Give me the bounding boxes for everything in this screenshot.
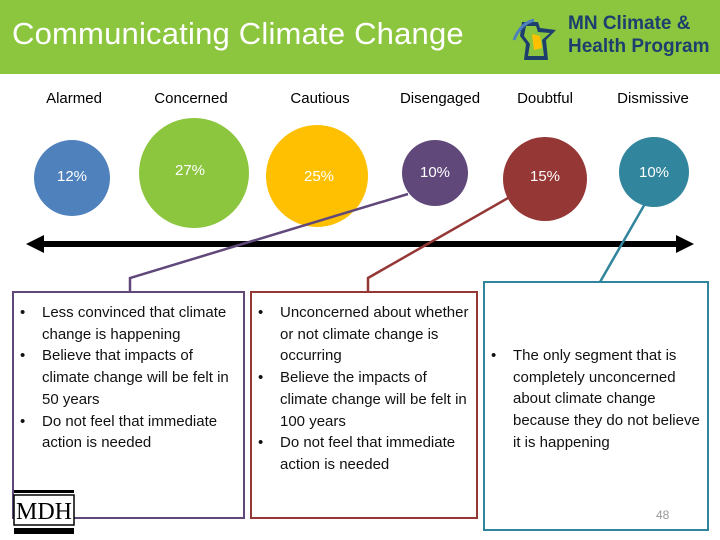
minnesota-map-icon	[512, 18, 556, 60]
percent-disengaged: 10%	[419, 164, 451, 181]
percent-cautious: 25%	[303, 168, 335, 185]
bullet-item: Less convinced that climate change is ha…	[20, 302, 243, 345]
segment-label-cautious: Cautious	[290, 90, 350, 107]
segment-circle-disengaged	[402, 140, 468, 206]
segment-circle-dismissive	[619, 137, 689, 207]
description-box-disengaged: Less convinced that climate change is ha…	[12, 291, 245, 519]
segment-label-doubtful: Doubtful	[517, 90, 573, 107]
bullet-item: Believe that impacts of climate change w…	[20, 345, 243, 410]
segment-label-dismissive: Dismissive	[617, 90, 689, 107]
title-bar: Communicating Climate Change MN Climate …	[0, 0, 720, 74]
segment-label-disengaged: Disengaged	[399, 90, 481, 107]
percent-alarmed: 12%	[56, 168, 88, 185]
connector-doubtful	[366, 192, 516, 292]
segment-circle-concerned	[139, 118, 249, 228]
logo-text-line1: MN Climate &	[568, 13, 691, 34]
segment-circle-doubtful	[503, 137, 587, 221]
logo-text-line2: Health Program	[568, 36, 710, 57]
description-box-doubtful: Unconcerned about whether or not climate…	[250, 291, 478, 519]
percent-doubtful: 15%	[529, 168, 561, 185]
page-number: 48	[656, 508, 670, 522]
spectrum-arrow	[26, 235, 694, 253]
bullet-item: Unconcerned about whether or not climate…	[258, 302, 476, 367]
bullet-item: The only segment that is completely unco…	[491, 345, 701, 454]
connector-disengaged	[128, 192, 409, 292]
mdh-logo-text: MDH	[16, 499, 72, 525]
bullet-item: Do not feel that immediate action is nee…	[258, 432, 476, 475]
slide-title: Communicating Climate Change	[12, 16, 464, 51]
segment-circle-alarmed	[34, 140, 110, 216]
segment-label-concerned: Concerned	[154, 90, 228, 107]
bullet-item: Do not feel that immediate action is nee…	[20, 411, 243, 454]
percent-dismissive: 10%	[638, 164, 670, 181]
connector-dismissive	[598, 194, 652, 283]
mdh-logo: MDH	[13, 490, 75, 534]
bullet-item: Believe the impacts of climate change wi…	[258, 367, 476, 432]
mn-climate-health-logo: MN Climate & Health Program	[512, 8, 709, 68]
percent-concerned: 27%	[174, 162, 206, 179]
description-box-dismissive: The only segment that is completely unco…	[483, 281, 709, 531]
segment-label-alarmed: Alarmed	[46, 90, 102, 107]
